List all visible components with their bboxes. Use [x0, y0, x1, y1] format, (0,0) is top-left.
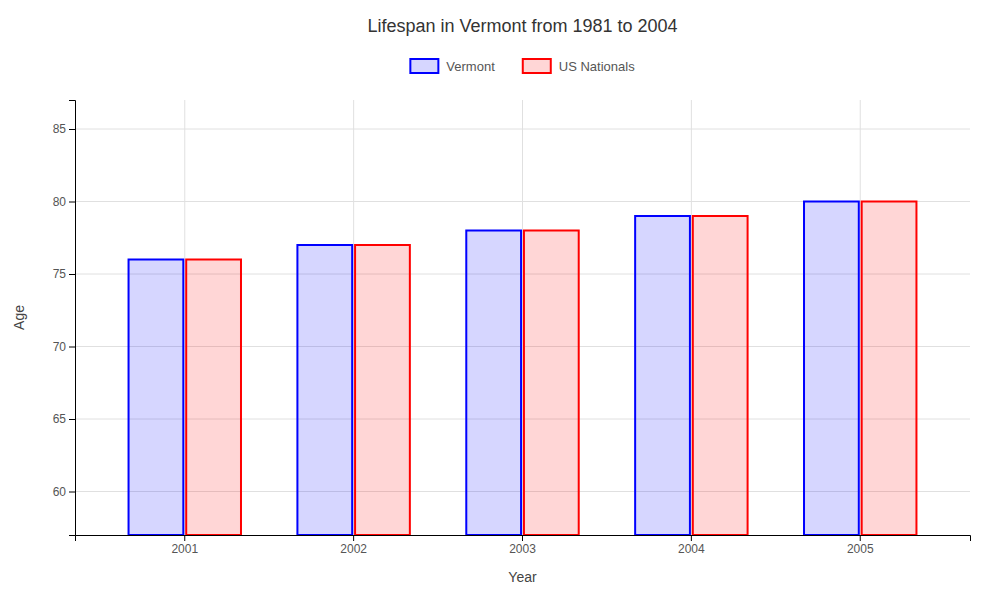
tick-label: 2004 — [678, 542, 705, 556]
tick-label: 65 — [53, 412, 67, 426]
bar — [524, 231, 579, 536]
tick-label: 2003 — [509, 542, 536, 556]
bar — [804, 202, 859, 536]
axis-line — [69, 101, 76, 536]
bar — [129, 260, 184, 536]
tick: 65 — [53, 412, 75, 426]
tick: 60 — [53, 485, 75, 499]
bar — [186, 260, 241, 536]
tick: 2002 — [340, 535, 367, 556]
bar-series — [186, 202, 916, 536]
legend-item: Vermont — [410, 59, 495, 74]
tick: 85 — [53, 122, 75, 136]
y-axis: 60 65 70 75 80 85 — [53, 101, 76, 536]
tick-label: 2001 — [171, 542, 198, 556]
grid-line — [691, 100, 692, 535]
tick: 2003 — [509, 535, 536, 556]
tick-label: 85 — [53, 122, 67, 136]
grid-line — [860, 100, 861, 535]
tick: 2004 — [678, 535, 705, 556]
tick-label: 60 — [53, 485, 67, 499]
tick-label: 2002 — [340, 542, 367, 556]
tick: 2005 — [847, 535, 874, 556]
tick-mark — [69, 419, 75, 420]
bar — [693, 216, 748, 535]
bar — [466, 231, 521, 536]
legend-swatch — [523, 59, 551, 73]
bar — [355, 245, 410, 535]
tick-mark — [691, 535, 692, 541]
legend-swatch — [410, 59, 438, 73]
legend-label: US Nationals — [559, 59, 635, 74]
axis-line — [76, 536, 971, 542]
bar — [297, 245, 352, 535]
bars — [129, 202, 917, 536]
bar — [635, 216, 690, 535]
tick: 2001 — [171, 535, 198, 556]
grid-line — [522, 100, 523, 535]
legend-label: Vermont — [446, 59, 495, 74]
tick-mark — [69, 347, 75, 348]
tick-label: 2005 — [847, 542, 874, 556]
tick-mark — [69, 129, 75, 130]
tick: 80 — [53, 195, 75, 209]
tick-mark — [69, 202, 75, 203]
tick-mark — [860, 535, 861, 541]
legend: Vermont US Nationals — [410, 59, 635, 74]
plot-area: 2001 2002 2003 2004 2005 60 65 70 75 80 85 — [53, 100, 971, 556]
grid — [75, 100, 970, 535]
legend-item: US Nationals — [523, 59, 635, 74]
x-axis-title: Year — [508, 569, 537, 585]
tick-mark — [184, 535, 185, 541]
tick: 75 — [53, 267, 75, 281]
tick-label: 80 — [53, 195, 67, 209]
tick-mark — [522, 535, 523, 541]
bar — [862, 202, 917, 536]
grid-line — [184, 100, 185, 535]
tick-label: 70 — [53, 340, 67, 354]
tick: 70 — [53, 340, 75, 354]
tick-label: 75 — [53, 267, 67, 281]
chart: 2001 2002 2003 2004 2005 60 65 70 75 80 85 Lifespan… — [0, 0, 1000, 600]
y-axis-title: Age — [11, 305, 27, 330]
title: Lifespan in Vermont from 1981 to 2004 — [367, 16, 677, 36]
tick-mark — [69, 492, 75, 493]
tick-mark — [69, 274, 75, 275]
tick-mark — [353, 535, 354, 541]
grid-line — [353, 100, 354, 535]
x-axis: 2001 2002 2003 2004 2005 — [76, 535, 971, 556]
bar-series — [129, 202, 859, 536]
